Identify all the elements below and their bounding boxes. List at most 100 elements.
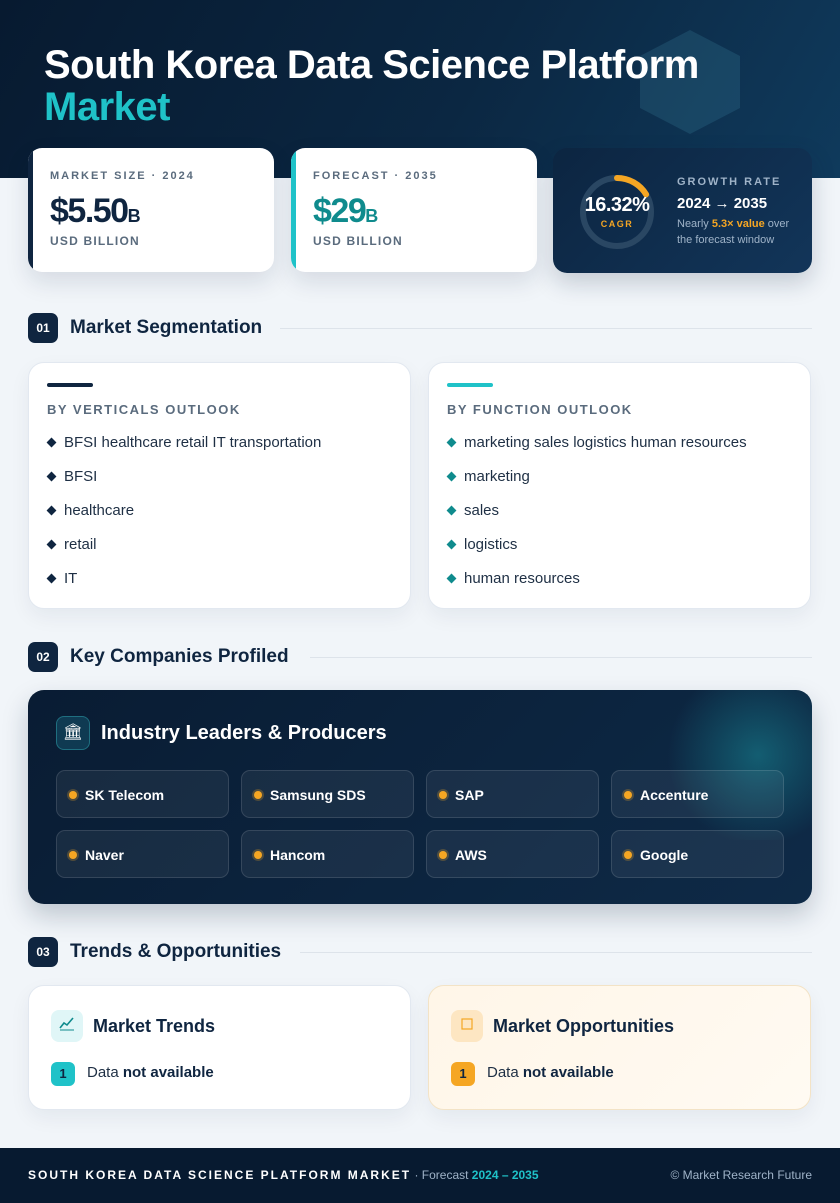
diamond-bullet-icon [446, 505, 457, 516]
list-item-text: marketing [464, 468, 530, 485]
list-item-text: BFSI healthcare retail IT transportation [64, 434, 322, 451]
forecast-card: FORECAST · 2035 $29B USD BILLION [291, 148, 537, 272]
forecast-label: FORECAST · 2035 [313, 170, 438, 182]
verticals-list: BFSI healthcare retail IT transportation… [46, 433, 322, 603]
dot-icon [624, 791, 632, 799]
diamond-bullet-icon [446, 437, 457, 448]
section-divider [310, 657, 812, 658]
market-trends-title: Market Trends [93, 1016, 216, 1036]
trend-text-prefix: Data [87, 1064, 123, 1081]
market-opportunities-card: Market Opportunities 1 Data not availabl… [428, 985, 811, 1110]
dot-icon [439, 851, 447, 859]
company-name: Google [640, 847, 689, 863]
list-item: BFSI healthcare retail IT transportation [46, 433, 322, 467]
hexagon-decoration [640, 30, 740, 134]
growth-rate-card: 16.32% CAGR GROWTH RATE 2024 → 2035 Near… [553, 148, 812, 273]
company-name: Samsung SDS [270, 787, 366, 803]
list-item: logistics [446, 535, 747, 569]
footer: SOUTH KOREA DATA SCIENCE PLATFORM MARKET… [0, 1148, 840, 1203]
list-item: sales [446, 501, 747, 535]
company-chip: SK Telecom [56, 770, 229, 818]
company-chip: AWS [426, 830, 599, 878]
company-name: SK Telecom [85, 787, 165, 803]
footer-forecast-range: 2024 – 2035 [471, 1168, 539, 1182]
card-top-bar [47, 383, 93, 387]
diamond-bullet-icon [446, 573, 457, 584]
company-chip: Samsung SDS [241, 770, 414, 818]
section-title: Trends & Opportunities [70, 941, 282, 962]
diamond-bullet-icon [446, 539, 457, 550]
company-name: Naver [85, 847, 124, 863]
page-title: South Korea Data Science Platform Market [44, 44, 804, 128]
section-header-segmentation: 01 Market Segmentation [28, 313, 812, 343]
lightbulb-icon [451, 1010, 483, 1042]
growth-rate-label: GROWTH RATE [677, 176, 782, 188]
company-name: Hancom [270, 847, 326, 863]
chart-line-icon [51, 1010, 83, 1042]
section-number: 03 [28, 937, 58, 967]
market-size-suffix: B [127, 206, 141, 226]
section-divider [300, 952, 812, 953]
footer-brand: SOUTH KOREA DATA SCIENCE PLATFORM MARKET [28, 1168, 412, 1182]
section-header-companies: 02 Key Companies Profiled [28, 642, 812, 672]
market-size-unit: USD BILLION [50, 234, 140, 248]
opportunity-number-badge: 1 [451, 1062, 475, 1086]
bank-icon: 🏛 [56, 716, 90, 750]
dot-icon [439, 791, 447, 799]
growth-rate-note: Nearly 5.3× value over the forecast wind… [677, 216, 802, 248]
list-item: marketing sales logistics human resource… [446, 433, 747, 467]
company-chip: Hancom [241, 830, 414, 878]
company-chip: Naver [56, 830, 229, 878]
growth-note-suffix: over the forecast window [677, 218, 790, 246]
growth-note-prefix: Nearly [677, 218, 712, 230]
market-trends-text: Data not available [87, 1064, 214, 1081]
growth-rate-range: 2024 → 2035 [677, 195, 768, 212]
footer-copyright: © Market Research Future [670, 1168, 812, 1182]
list-item-text: IT [64, 570, 78, 587]
list-item: healthcare [46, 501, 321, 535]
footer-forecast-prefix: · Forecast [411, 1168, 472, 1182]
list-item-text: BFSI [64, 468, 98, 485]
page-title-line2: Market [44, 85, 170, 129]
cagr-ring [580, 175, 654, 249]
list-item: BFSI [46, 467, 321, 501]
market-size-card: MARKET SIZE · 2024 $5.50B USD BILLION [28, 148, 274, 272]
diamond-bullet-icon [46, 505, 57, 516]
company-chip: Google [611, 830, 784, 878]
function-heading: BY FUNCTION OUTLOOK [447, 402, 633, 417]
opportunity-text-bold: not available [522, 1064, 614, 1081]
market-opportunities-text: Data not available [487, 1064, 614, 1081]
diamond-bullet-icon [46, 573, 57, 584]
card-accent-bar [28, 148, 33, 272]
companies-panel: 🏛 Industry Leaders & Producers SK Teleco… [28, 690, 812, 904]
company-name: AWS [455, 847, 487, 863]
list-item-text: marketing sales logistics human resource… [464, 434, 747, 451]
dot-icon [254, 791, 262, 799]
list-item: marketing [446, 467, 747, 501]
company-chip: Accenture [611, 770, 784, 818]
list-item-text: healthcare [64, 502, 135, 519]
company-name: Accenture [640, 787, 709, 803]
glow-decoration [648, 690, 812, 840]
chart-line-icon-graphic [59, 1017, 74, 1031]
diamond-bullet-icon [46, 539, 57, 550]
market-size-value: $5.50B [50, 192, 141, 231]
section-title: Key Companies Profiled [70, 646, 289, 667]
market-size-label: MARKET SIZE · 2024 [50, 170, 195, 182]
section-title: Market Segmentation [70, 317, 263, 338]
page-title-line1: South Korea Data Science Platform [44, 43, 699, 87]
forecast-number: $29 [313, 192, 367, 230]
trend-text-bold: not available [122, 1064, 214, 1081]
diamond-bullet-icon [46, 437, 57, 448]
section-divider [280, 328, 812, 329]
cagr-value: 16.32% [584, 194, 650, 216]
dot-icon [69, 851, 77, 859]
market-trends-card: Market Trends 1 Data not available [28, 985, 411, 1110]
market-size-number: $5.50 [50, 192, 129, 230]
dot-icon [624, 851, 632, 859]
verticals-card: BY VERTICALS OUTLOOK BFSI healthcare ret… [28, 362, 411, 609]
card-accent-bar [291, 148, 296, 272]
card-top-bar [447, 383, 493, 387]
list-item-text: logistics [464, 536, 518, 553]
verticals-heading: BY VERTICALS OUTLOOK [47, 402, 241, 417]
